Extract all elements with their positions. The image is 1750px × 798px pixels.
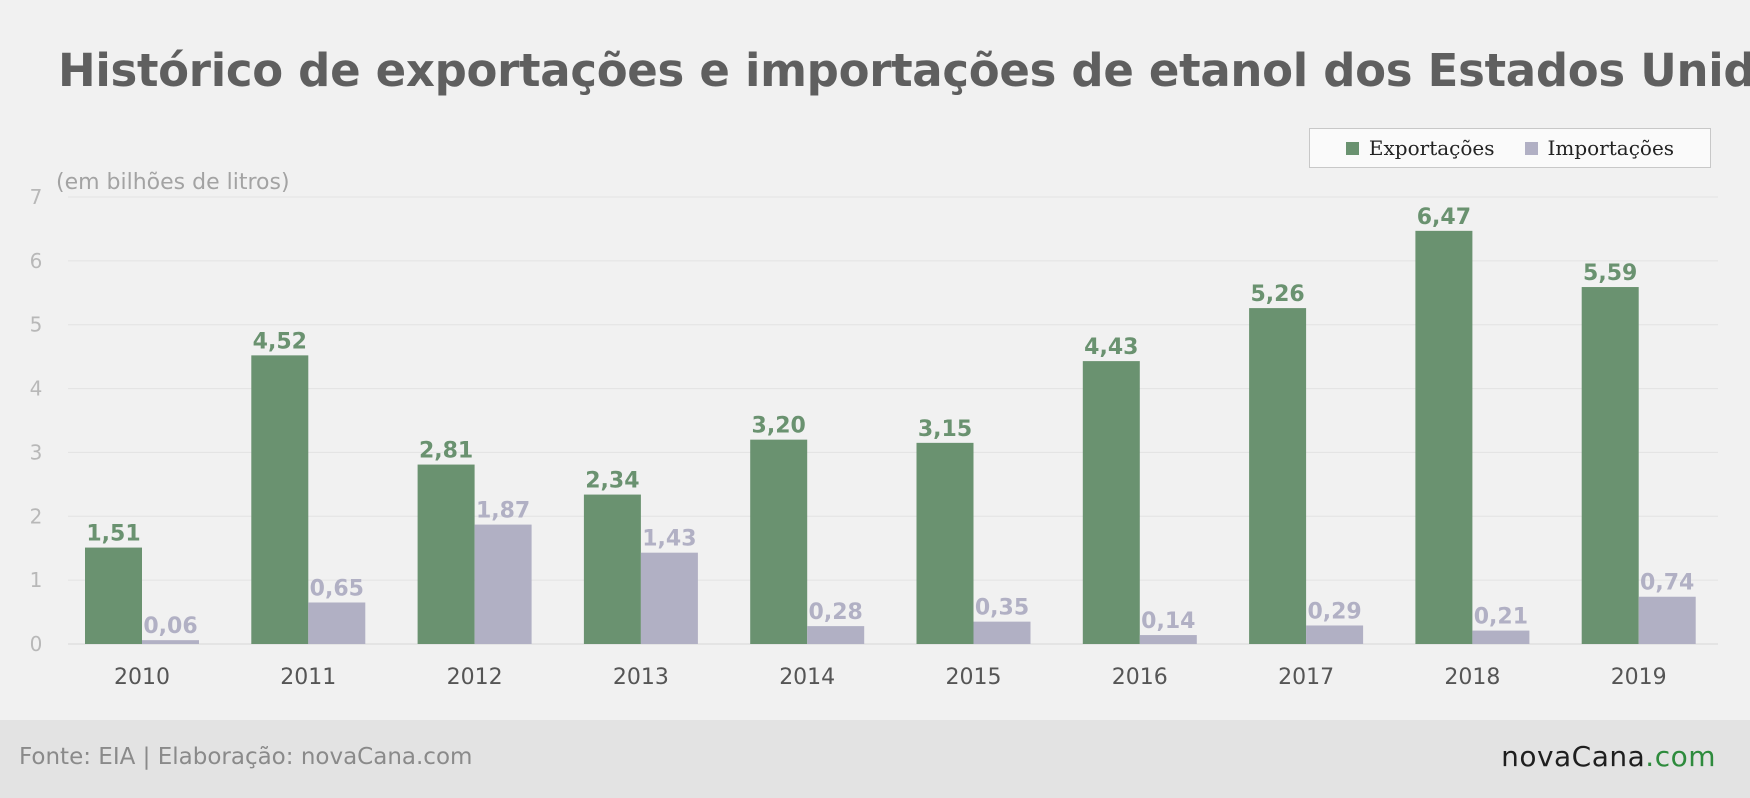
bar-exports-2018	[1415, 230, 1473, 644]
y-tick-label: 5	[30, 313, 43, 337]
bar-exports-2013	[583, 494, 641, 644]
data-label-imports-2019: 0,74	[1640, 571, 1694, 596]
x-tick-label-2019: 2019	[1611, 665, 1667, 690]
legend-label-imports: Importações	[1547, 136, 1675, 160]
x-tick-label-2018: 2018	[1444, 665, 1500, 690]
y-tick-label: 4	[30, 377, 43, 401]
legend-swatch-exports	[1345, 141, 1359, 155]
y-tick-label: 3	[30, 440, 43, 464]
bar-imports-2012	[474, 524, 532, 644]
data-label-exports-2017: 5,26	[1250, 282, 1304, 307]
data-label-imports-2015: 0,35	[975, 596, 1029, 621]
y-axis: 0 1 2 3 4 5 6 7	[30, 185, 43, 656]
data-label-exports-2014: 3,20	[752, 414, 806, 439]
x-tick-label-2017: 2017	[1278, 665, 1334, 690]
bar-imports-2010	[142, 640, 199, 644]
data-label-imports-2010: 0,06	[143, 614, 197, 639]
data-label-exports-2016: 4,43	[1084, 335, 1138, 360]
data-label-imports-2018: 0,21	[1474, 605, 1528, 630]
bar-imports-2011	[308, 602, 366, 644]
data-label-exports-2019: 5,59	[1583, 261, 1637, 286]
chart-title: Histórico de exportações e importações d…	[58, 44, 1750, 97]
y-tick-label: 0	[30, 632, 43, 656]
y-tick-label: 1	[30, 568, 43, 592]
y-tick-label: 7	[30, 185, 43, 209]
brand-logo: novaCana.com	[1501, 740, 1716, 773]
brand-tld: .com	[1645, 740, 1716, 773]
bar-imports-2016	[1139, 635, 1197, 644]
brand-name: novaCana	[1501, 740, 1646, 773]
bar-chart: 0 1 2 3 4 5 6 7 1,51 0,06 4,52 0,65 2,81 1,87 2,34 1,4…	[30, 185, 1718, 690]
data-label-imports-2016: 0,14	[1141, 609, 1195, 634]
bar-imports-2019	[1638, 596, 1696, 644]
bar-imports-2015	[973, 621, 1031, 644]
bar-imports-2013	[640, 552, 698, 644]
x-tick-label-2015: 2015	[946, 665, 1002, 690]
data-label-exports-2011: 4,52	[253, 329, 307, 354]
bar-exports-2015	[916, 442, 974, 644]
x-tick-label-2013: 2013	[613, 665, 669, 690]
data-label-exports-2015: 3,15	[918, 417, 972, 442]
bar-imports-2014	[807, 626, 865, 644]
data-label-imports-2017: 0,29	[1307, 599, 1361, 624]
legend-swatch-imports	[1524, 141, 1538, 155]
x-tick-label-2011: 2011	[280, 665, 336, 690]
x-tick-label-2014: 2014	[779, 665, 835, 690]
chart-subtitle: (em bilhões de litros)	[56, 170, 290, 195]
x-axis: 2010 2011 2012 2013 2014 2015 2016 2017 2018 2019	[114, 665, 1667, 690]
bar-imports-2018	[1472, 630, 1530, 644]
x-tick-label-2012: 2012	[447, 665, 503, 690]
chart-bars: 1,51 0,06 4,52 0,65 2,81 1,87 2,34 1,43 3,20 0,28…	[85, 205, 1696, 644]
legend-item-exports: Exportações	[1345, 136, 1495, 160]
chart-legend: Exportações Importações	[1309, 128, 1711, 168]
data-label-exports-2012: 2,81	[419, 439, 473, 464]
bar-imports-2017	[1306, 625, 1364, 644]
bar-exports-2011	[251, 355, 309, 644]
footer: Fonte: EIA | Elaboração: novaCana.com no…	[0, 720, 1750, 798]
y-tick-label: 2	[30, 504, 43, 528]
x-tick-label-2010: 2010	[114, 665, 170, 690]
data-label-imports-2012: 1,87	[476, 499, 530, 524]
x-tick-label-2016: 2016	[1112, 665, 1168, 690]
legend-label-exports: Exportações	[1368, 136, 1495, 160]
data-label-imports-2014: 0,28	[809, 600, 863, 625]
y-tick-label: 6	[30, 249, 43, 273]
bar-exports-2016	[1082, 361, 1140, 644]
source-note: Fonte: EIA | Elaboração: novaCana.com	[19, 744, 473, 770]
data-label-exports-2010: 1,51	[86, 522, 140, 547]
bar-exports-2019	[1581, 287, 1639, 644]
legend-item-imports: Importações	[1524, 136, 1675, 160]
bar-exports-2012	[417, 464, 475, 644]
data-label-exports-2018: 6,47	[1417, 205, 1471, 230]
bar-exports-2014	[750, 439, 808, 644]
bar-exports-2017	[1249, 308, 1307, 644]
data-label-imports-2011: 0,65	[310, 576, 364, 601]
bar-exports-2010	[85, 547, 142, 644]
data-label-exports-2013: 2,34	[585, 469, 639, 494]
data-label-imports-2013: 1,43	[642, 527, 696, 552]
